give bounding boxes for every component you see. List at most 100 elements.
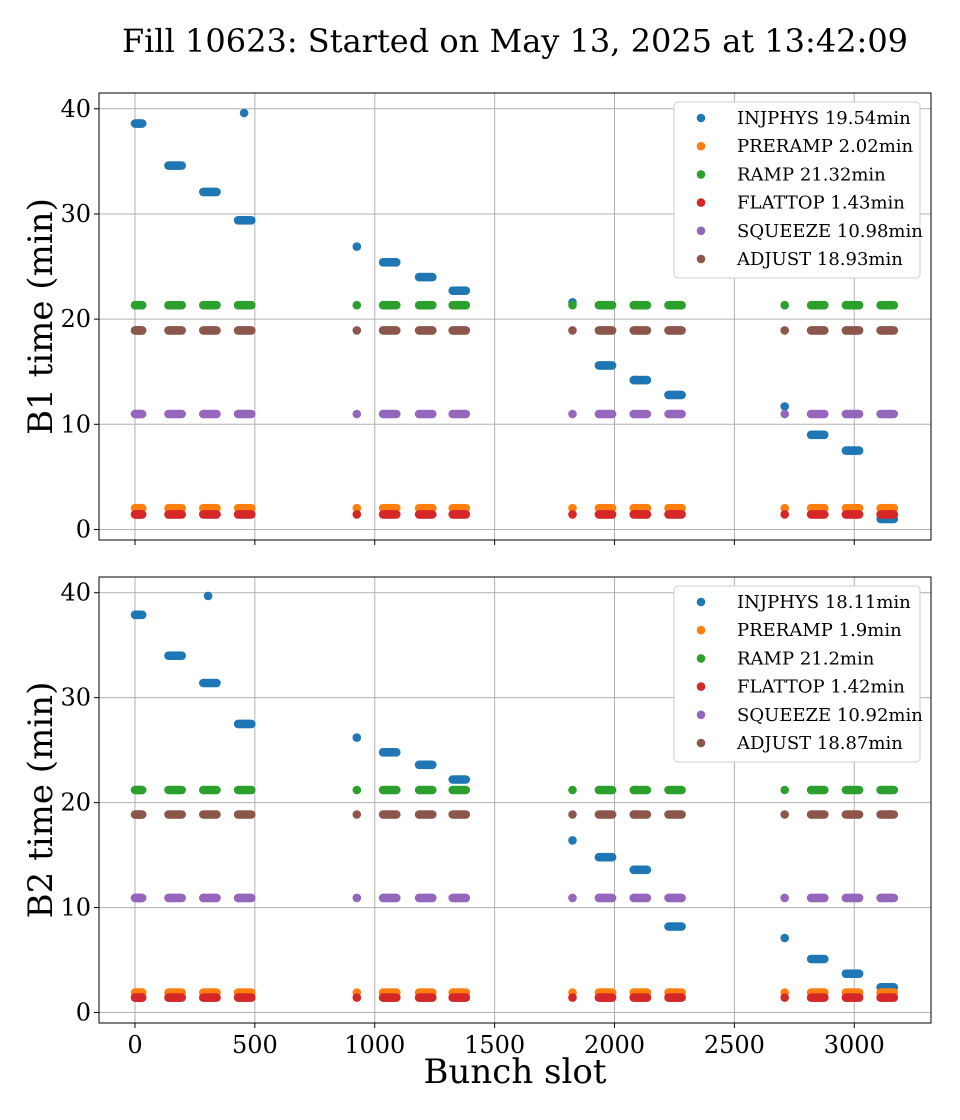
y-tick-label: 10 <box>60 410 91 438</box>
point-injphys <box>428 272 437 282</box>
data-points <box>130 591 899 1002</box>
point-adjust <box>677 326 686 335</box>
point-injphys <box>607 852 617 862</box>
point-flattop <box>461 993 471 1002</box>
point-flattop <box>352 993 362 1002</box>
point-adjust <box>212 810 221 819</box>
point-flattop <box>889 510 899 519</box>
point-ramp <box>677 300 686 310</box>
point-squeeze <box>568 893 577 903</box>
x-tick-label: 2500 <box>704 1031 765 1059</box>
point-ramp <box>352 300 362 310</box>
point-adjust <box>607 810 617 819</box>
point-squeeze <box>780 893 789 903</box>
point-injphys <box>854 446 864 455</box>
point-ramp <box>780 300 789 310</box>
point-squeeze <box>392 893 401 903</box>
point-ramp <box>854 300 864 310</box>
point-squeeze <box>642 409 652 419</box>
legend-entry: ADJUST 18.93min <box>736 249 903 270</box>
point-ramp <box>889 785 899 795</box>
point-adjust <box>352 326 362 335</box>
point-injphys <box>642 375 652 385</box>
legend-marker <box>696 738 706 748</box>
y-axis-label: B1 time (min) <box>21 198 61 435</box>
point-squeeze <box>677 409 686 419</box>
point-ramp <box>392 300 401 310</box>
point-flattop <box>607 510 617 519</box>
point-adjust <box>428 810 437 819</box>
point-flattop <box>247 993 256 1002</box>
point-injphys <box>352 733 362 742</box>
point-ramp <box>177 785 186 795</box>
point-flattop <box>854 993 864 1002</box>
point-flattop <box>247 510 256 519</box>
x-tick-label: 0 <box>127 1031 142 1059</box>
point-squeeze <box>607 409 617 419</box>
legend-entry: PRERAMP 2.02min <box>737 136 914 157</box>
legend-entry: SQUEEZE 10.92min <box>737 705 923 726</box>
point-ramp <box>820 300 829 310</box>
point-ramp <box>392 785 401 795</box>
point-ramp <box>352 785 362 795</box>
point-injphys <box>780 933 789 943</box>
point-squeeze <box>392 409 401 419</box>
point-injphys <box>352 242 362 251</box>
point-squeeze <box>677 893 686 903</box>
point-adjust <box>889 326 899 335</box>
point-squeeze <box>889 893 899 903</box>
legend-box <box>673 101 921 279</box>
legend-box <box>673 585 921 763</box>
point-ramp <box>428 785 437 795</box>
point-adjust <box>352 810 362 819</box>
point-squeeze <box>889 409 899 419</box>
point-squeeze <box>568 409 577 419</box>
y-tick-label: 30 <box>60 684 91 712</box>
point-flattop <box>212 993 221 1002</box>
legend: INJPHYS 19.54min PRERAMP 2.02min RAMP 21.3… <box>673 101 923 279</box>
legend-marker <box>696 226 706 236</box>
point-ramp <box>607 300 617 310</box>
point-flattop <box>780 993 789 1002</box>
point-adjust <box>461 810 471 819</box>
point-adjust <box>212 326 221 335</box>
point-adjust <box>820 326 829 335</box>
point-injphys <box>642 865 652 875</box>
point-injphys <box>177 651 186 660</box>
point-injphys <box>392 258 401 267</box>
x-tick-label: 1500 <box>464 1031 525 1059</box>
point-ramp <box>212 785 221 795</box>
point-adjust <box>461 326 471 335</box>
point-injphys <box>239 108 249 118</box>
point-injphys <box>203 591 213 601</box>
point-flattop <box>568 510 577 519</box>
point-squeeze <box>247 893 256 903</box>
point-ramp <box>247 785 256 795</box>
point-adjust <box>568 326 577 335</box>
point-flattop <box>177 993 186 1002</box>
legend-entry: PRERAMP 1.9min <box>737 620 902 641</box>
point-preramp <box>568 503 577 513</box>
data-points <box>130 108 899 524</box>
point-injphys <box>461 286 471 296</box>
point-ramp <box>247 300 256 310</box>
point-ramp <box>780 785 789 795</box>
point-flattop <box>820 510 829 519</box>
point-adjust <box>392 326 401 335</box>
point-adjust <box>607 326 617 335</box>
point-flattop <box>212 510 221 519</box>
y-tick-label: 30 <box>60 200 91 228</box>
legend-entry: INJPHYS 18.11min <box>737 592 911 613</box>
point-squeeze <box>854 409 864 419</box>
point-ramp <box>461 785 471 795</box>
point-flattop <box>820 993 829 1002</box>
point-squeeze <box>177 893 186 903</box>
point-squeeze <box>212 409 221 419</box>
y-tick-label: 40 <box>60 95 91 123</box>
legend: INJPHYS 18.11min PRERAMP 1.9min RAMP 21.2m… <box>673 585 923 763</box>
legend-marker <box>696 141 706 151</box>
point-adjust <box>392 810 401 819</box>
point-adjust <box>854 810 864 819</box>
point-flattop <box>352 510 362 519</box>
point-adjust <box>780 810 789 819</box>
